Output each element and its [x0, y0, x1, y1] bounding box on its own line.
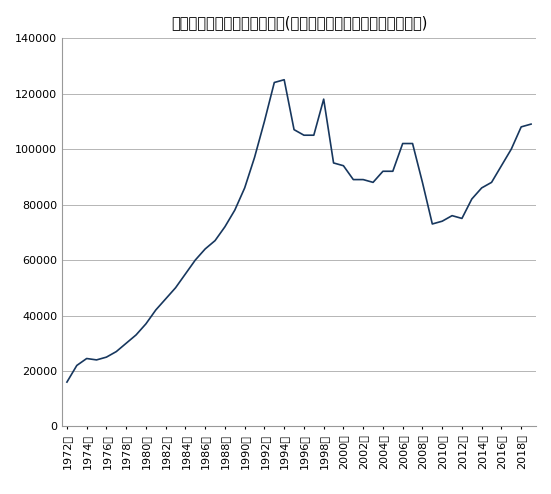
Title: 給与所得者からの所得税税額(国税庁把握分、総額、年間、億円): 給与所得者からの所得税税額(国税庁把握分、総額、年間、億円)	[171, 15, 427, 30]
